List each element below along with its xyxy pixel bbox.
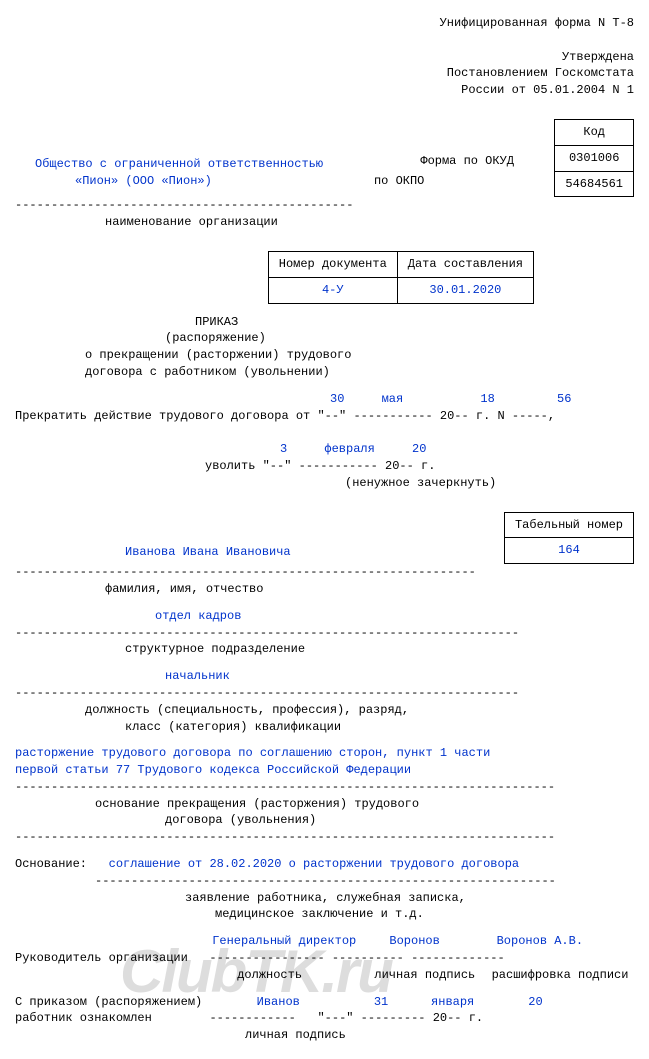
contract-line2: уволить "--" ----------- 20-- г. bbox=[15, 458, 634, 475]
contract-line1: Прекратить действие трудового договора о… bbox=[15, 408, 634, 425]
dash: ----------------------------------------… bbox=[15, 873, 634, 890]
dept-caption: структурное подразделение bbox=[15, 641, 634, 658]
contract-day1: 30 bbox=[330, 392, 344, 406]
ack-line2a: работник ознакомлен bbox=[15, 1011, 152, 1025]
org-name-2: «Пион» (ООО «Пион») bbox=[15, 173, 212, 190]
position-caption2: класс (категория) квалификации bbox=[15, 719, 634, 736]
order-sub1: (распоряжение) bbox=[165, 331, 266, 345]
approved-line-2: Постановлением Госкомстата bbox=[15, 65, 634, 82]
order-sub3: договора с работником (увольнении) bbox=[85, 365, 330, 379]
tabel-header: Табельный номер bbox=[504, 512, 633, 538]
org-name-1: Общество с ограниченной ответственностью bbox=[15, 156, 634, 173]
name-caption: фамилия, имя, отчество bbox=[15, 581, 634, 598]
mgr-name: Воронов А.В. bbox=[497, 934, 583, 948]
contract-month1: мая bbox=[382, 392, 404, 406]
basis-caption1: заявление работника, служебная записка, bbox=[15, 890, 634, 907]
contract-day2: 3 bbox=[280, 442, 287, 456]
dash: ----------------------------------------… bbox=[15, 625, 634, 642]
approved-line-1: Утверждена bbox=[15, 49, 634, 66]
ack-line2b: "---" --------- 20-- г. bbox=[317, 1011, 483, 1025]
dash: ----------------------------------------… bbox=[15, 564, 634, 581]
reason-text1: расторжение трудового договора по соглаш… bbox=[15, 745, 634, 762]
reason-caption1: основание прекращения (расторжения) труд… bbox=[15, 796, 634, 813]
basis-caption2: медицинское заключение и т.д. bbox=[15, 906, 634, 923]
dash: ----------------------------------------… bbox=[15, 779, 634, 796]
position-caption1: должность (специальность, профессия), ра… bbox=[15, 702, 634, 719]
doc-date-header: Дата составления bbox=[397, 251, 533, 277]
mgr-cap3: расшифровка подписи bbox=[492, 968, 629, 982]
mgr-label: Руководитель организации bbox=[15, 951, 188, 965]
mgr-cap2: личная подпись bbox=[374, 967, 484, 984]
reason-text2: первой статьи 77 Трудового кодекса Росси… bbox=[15, 762, 634, 779]
contract-num1: 56 bbox=[557, 392, 571, 406]
contract-month2: февраля bbox=[324, 442, 374, 456]
contract-year1: 18 bbox=[480, 392, 494, 406]
basis-text: соглашение от 28.02.2020 о расторжении т… bbox=[109, 857, 519, 871]
mgr-position: Генеральный директор bbox=[212, 933, 382, 950]
dept: отдел кадров bbox=[15, 608, 634, 625]
okpo-label: по ОКПО bbox=[374, 173, 424, 190]
contract-note: (ненужное зачеркнуть) bbox=[15, 475, 634, 492]
ack-sign: Иванов bbox=[257, 994, 367, 1011]
doc-num-header: Номер документа bbox=[268, 251, 397, 277]
order-title: ПРИКАЗ bbox=[195, 315, 238, 329]
okud-value: 0301006 bbox=[555, 145, 634, 171]
dash-line: ----------------------------------------… bbox=[15, 197, 634, 214]
kod-header: Код bbox=[555, 119, 634, 145]
codes-table: Код 0301006 54684561 bbox=[554, 119, 634, 197]
doc-num-value: 4-У bbox=[268, 277, 397, 303]
position: начальник bbox=[15, 668, 634, 685]
dash: ----------------------------------------… bbox=[15, 685, 634, 702]
form-title: Унифицированная форма N Т-8 bbox=[15, 15, 634, 32]
tabel-table: Табельный номер 164 bbox=[504, 512, 634, 565]
tabel-value: 164 bbox=[504, 538, 633, 564]
ack-year: 20 bbox=[528, 995, 542, 1009]
contract-section: 30 мая 18 56 Прекратить действие трудово… bbox=[15, 391, 634, 492]
ack-day: 31 bbox=[374, 994, 424, 1011]
order-sub2: о прекращении (расторжении) трудового bbox=[85, 348, 351, 362]
reason-caption2: договора (увольнения) bbox=[15, 812, 634, 829]
contract-year2: 20 bbox=[412, 442, 426, 456]
okpo-value: 54684561 bbox=[555, 171, 634, 197]
dash: ----------------------------------------… bbox=[15, 829, 634, 846]
doc-table: Номер документа Дата составления 4-У 30.… bbox=[268, 251, 534, 304]
codes-section: Код 0301006 54684561 Форма по ОКУД Общес… bbox=[15, 119, 634, 197]
org-caption: наименование организации bbox=[105, 214, 634, 231]
ack-line1a: С приказом (распоряжением) bbox=[15, 995, 202, 1009]
form-header: Унифицированная форма N Т-8 Утверждена П… bbox=[15, 15, 634, 99]
mgr-cap1: должность bbox=[237, 967, 367, 984]
ack-caption: личная подпись bbox=[15, 1027, 634, 1044]
ack-month: января bbox=[431, 994, 521, 1011]
doc-date-value: 30.01.2020 bbox=[397, 277, 533, 303]
approved-line-3: России от 05.01.2004 N 1 bbox=[15, 82, 634, 99]
basis-label: Основание: bbox=[15, 857, 87, 871]
mgr-sign: Воронов bbox=[389, 933, 489, 950]
